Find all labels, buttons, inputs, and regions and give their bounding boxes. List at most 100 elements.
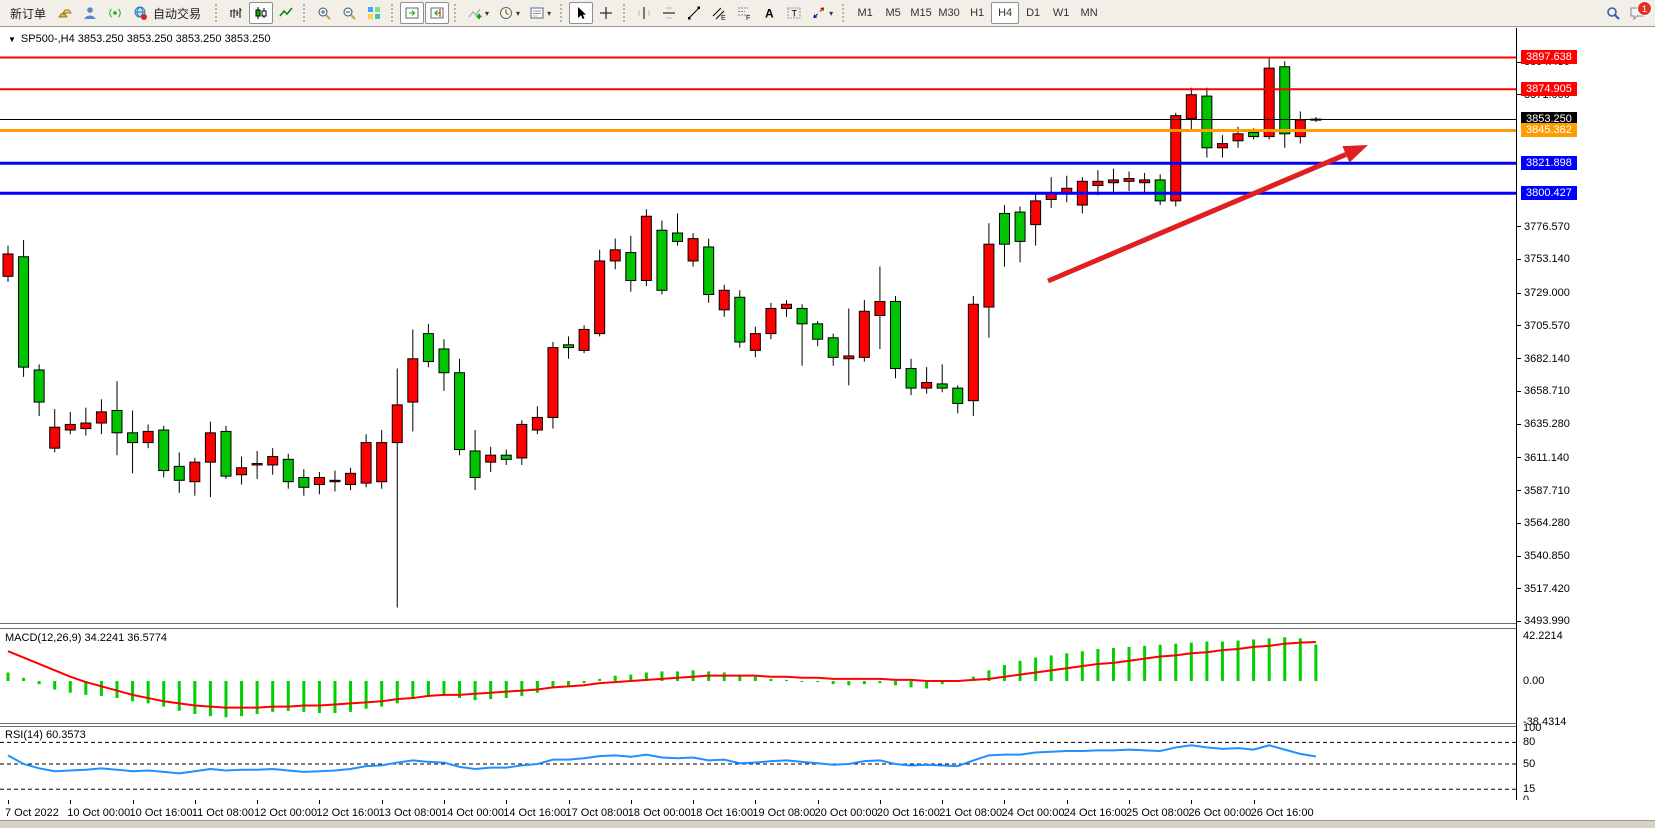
price-level-badge: 3853.250 xyxy=(1521,112,1577,127)
time-label: 14 Oct 16:00 xyxy=(503,807,567,819)
search-icon xyxy=(1605,5,1621,21)
price-tick: 3635.280 xyxy=(1517,418,1570,430)
timeframe-M15[interactable]: M15 xyxy=(910,7,932,19)
arrows-icon xyxy=(811,5,827,21)
new-order-icon xyxy=(57,5,73,21)
bar-chart-button[interactable] xyxy=(224,2,248,24)
auto-trading-icon xyxy=(132,5,148,21)
time-label: 12 Oct 16:00 xyxy=(316,807,380,819)
timeframe-M1[interactable]: M1 xyxy=(857,7,873,19)
chart-symbol-title[interactable]: ▼ SP500-,H4 3853.250 3853.250 3853.250 3… xyxy=(8,33,271,45)
time-label: 11 Oct 08:00 xyxy=(191,807,254,819)
rsi-axis-tick: 100 xyxy=(1523,722,1542,734)
time-label: 14 Oct 00:00 xyxy=(440,807,504,819)
vertical-line-icon xyxy=(636,5,652,21)
trend-line-icon xyxy=(686,5,702,21)
price-tick: 3729.000 xyxy=(1517,287,1570,299)
tile-windows-button[interactable] xyxy=(362,2,386,24)
rsi-axis-tick: 50 xyxy=(1523,758,1536,770)
chart-shift-button[interactable] xyxy=(400,2,425,24)
search-button[interactable] xyxy=(1601,2,1625,24)
arrows-button[interactable]: ▾ xyxy=(807,2,837,24)
time-label: 18 Oct 00:00 xyxy=(627,807,691,819)
time-label: 10 Oct 00:00 xyxy=(67,807,131,819)
equidistant-channel-icon: E xyxy=(711,5,727,21)
signal-icon xyxy=(107,5,123,21)
timeframe-H1[interactable]: H1 xyxy=(970,7,985,19)
time-label: 12 Oct 00:00 xyxy=(254,807,318,819)
trend-line-button[interactable] xyxy=(682,2,706,24)
price-tick: 3564.280 xyxy=(1517,517,1570,529)
price-tick: 3611.140 xyxy=(1517,452,1569,464)
price-tick: 3705.570 xyxy=(1517,320,1570,332)
svg-text:T: T xyxy=(792,9,798,19)
vertical-line-button[interactable] xyxy=(632,2,656,24)
price-tick: 3776.570 xyxy=(1517,221,1570,233)
text-icon: A xyxy=(761,5,777,21)
zoom-out-button[interactable] xyxy=(337,2,361,24)
line-chart-icon xyxy=(278,5,294,21)
price-level-badge: 3821.898 xyxy=(1521,156,1577,171)
price-level-badge: 3897.638 xyxy=(1521,50,1577,65)
zoom-in-button[interactable] xyxy=(312,2,336,24)
fibonacci-button[interactable]: F xyxy=(732,2,756,24)
auto-scroll-button[interactable] xyxy=(425,2,450,24)
signals-button[interactable] xyxy=(103,2,127,24)
time-label: 20 Oct 16:00 xyxy=(876,807,940,819)
macd-axis-tick: 42.2214 xyxy=(1523,629,1563,642)
chevron-down-icon: ▾ xyxy=(485,8,490,18)
rsi-indicator-label: RSI(14) 60.3573 xyxy=(5,729,86,741)
timeframe-MN[interactable]: MN xyxy=(1080,7,1098,19)
crosshair-button[interactable] xyxy=(594,2,618,24)
timeframe-W1[interactable]: W1 xyxy=(1052,7,1070,19)
periods-button[interactable]: ▾ xyxy=(494,2,524,24)
svg-text:E: E xyxy=(721,15,726,21)
chart-area: ▼ SP500-,H4 3853.250 3853.250 3853.250 3… xyxy=(0,28,1655,828)
equidistant-channel-button[interactable]: E xyxy=(707,2,731,24)
price-axis[interactable]: 3894.4303871.0003776.5703753.1403729.000… xyxy=(1517,28,1655,806)
candlestick-chart-button[interactable] xyxy=(249,2,274,24)
time-label: 19 Oct 08:00 xyxy=(752,807,816,819)
zoom-out-icon xyxy=(341,5,357,21)
rsi-pane[interactable] xyxy=(0,727,1516,799)
market-watch-button[interactable] xyxy=(53,2,77,24)
cursor-icon xyxy=(573,5,589,21)
horizontal-line-icon xyxy=(661,5,677,21)
time-label: 7 Oct 2022 xyxy=(5,807,59,819)
macd-axis-tick: -38.4314 xyxy=(1523,715,1567,728)
pane-separator[interactable] xyxy=(0,623,1655,624)
comments-button[interactable]: 1 xyxy=(1625,1,1652,24)
line-chart-button[interactable] xyxy=(274,2,298,24)
main-chart-pane[interactable] xyxy=(0,28,1516,622)
price-tick: 3753.140 xyxy=(1517,253,1570,265)
shift-chart-icon xyxy=(404,5,420,21)
text-button[interactable]: A xyxy=(757,2,781,24)
pane-separator[interactable] xyxy=(0,723,1655,724)
toolbar: 新订单 自动交易 ▾ xyxy=(0,0,1655,27)
auto-trading-button[interactable]: 自动交易 xyxy=(128,2,210,24)
timeframe-M5[interactable]: M5 xyxy=(885,7,901,19)
timeframe-H4[interactable]: H4 xyxy=(991,2,1020,24)
price-tick: 3658.710 xyxy=(1517,385,1570,397)
templates-button[interactable]: ▾ xyxy=(525,2,555,24)
new-order-button[interactable]: 新订单 xyxy=(10,6,47,21)
time-label: 24 Oct 00:00 xyxy=(1001,807,1065,819)
indicators-button[interactable]: ▾ xyxy=(463,2,493,24)
time-axis[interactable]: 7 Oct 2022 10 Oct 00:00 10 Oct 16:00 11 Oct… xyxy=(0,800,1655,820)
rsi-axis-tick: 80 xyxy=(1523,736,1536,749)
bar-chart-icon xyxy=(228,5,244,21)
price-level-badge: 3845.382 xyxy=(1521,123,1577,138)
profile-button[interactable] xyxy=(78,2,102,24)
macd-indicator-label: MACD(12,26,9) 34.2241 36.5774 xyxy=(5,632,168,644)
timeframe-D1[interactable]: D1 xyxy=(1026,7,1041,19)
chart-canvas xyxy=(0,56,1516,790)
cursor-button[interactable] xyxy=(569,2,594,24)
horizontal-line-button[interactable] xyxy=(657,2,681,24)
chevron-down-icon: ▼ xyxy=(8,34,16,44)
text-label-button[interactable]: T xyxy=(782,2,806,24)
macd-pane[interactable] xyxy=(0,630,1516,722)
candlestick-chart-icon xyxy=(253,5,269,21)
timeframe-M30[interactable]: M30 xyxy=(938,7,960,19)
svg-text:A: A xyxy=(765,7,774,21)
timeframe-group: M1 M5 M15 M30 H1 H4 D1 W1 MN xyxy=(851,2,1103,24)
